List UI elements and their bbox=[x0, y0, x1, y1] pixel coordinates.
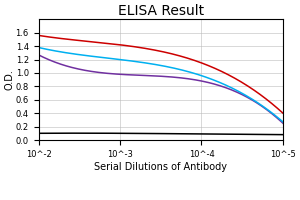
X-axis label: Serial Dilutions of Antibody: Serial Dilutions of Antibody bbox=[94, 162, 227, 171]
Y-axis label: O.D.: O.D. bbox=[4, 69, 14, 90]
Title: ELISA Result: ELISA Result bbox=[118, 4, 204, 18]
